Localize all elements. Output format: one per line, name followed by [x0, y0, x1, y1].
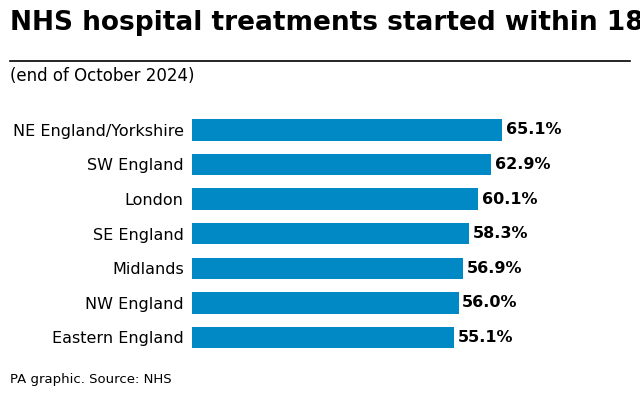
Bar [192, 257, 463, 279]
Text: 65.1%: 65.1% [506, 122, 561, 137]
Text: 55.1%: 55.1% [458, 330, 513, 345]
Text: 58.3%: 58.3% [473, 226, 529, 241]
Text: 62.9%: 62.9% [495, 157, 550, 172]
Bar [192, 292, 458, 314]
Text: NHS hospital treatments started within 18 weeks: NHS hospital treatments started within 1… [10, 10, 640, 36]
Text: (end of October 2024): (end of October 2024) [10, 67, 194, 85]
Bar [192, 188, 478, 210]
Text: 56.9%: 56.9% [467, 261, 522, 276]
Bar [192, 119, 502, 141]
Bar [192, 327, 454, 348]
Bar [192, 154, 492, 175]
Bar [192, 223, 470, 244]
Text: 56.0%: 56.0% [462, 295, 518, 310]
Text: 60.1%: 60.1% [482, 192, 538, 207]
Text: PA graphic. Source: NHS: PA graphic. Source: NHS [10, 373, 172, 386]
